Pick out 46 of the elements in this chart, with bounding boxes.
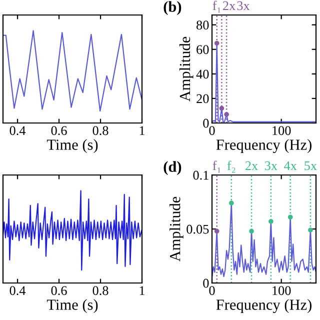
y-tick-label: 20 [196,94,209,104]
x-tick-label: 0 [209,126,215,136]
point [288,214,293,220]
ref-line-label: f₁ [212,160,220,173]
y-tick-label: 0.05 [186,224,209,234]
ref-line-label: 2x [246,161,258,170]
x-axis-title: Frequency (Hz) [216,139,312,154]
ref-line-label: f₂ [227,160,236,173]
y-axis-title: Amplitude [179,36,194,102]
x-tick-label: 0.8 [92,286,108,296]
point [229,200,234,206]
y-tick-label: 0 [203,118,209,128]
ref-line-label: f₁ [212,0,220,13]
ref-line-label: 2x [223,1,236,10]
y-tick-label: 0.1 [193,170,208,180]
x-tick-label: 1 [140,126,145,135]
point [214,228,220,234]
point [214,40,220,46]
ref-line-label: 4x [284,161,297,170]
x-axis-title: Time (s) [46,139,98,153]
x-tick-label: 0.8 [92,126,108,136]
x-tick-label: 0.6 [51,126,67,136]
y-tick-label: 60 [196,45,209,54]
y-tick-label: 40 [196,70,209,79]
ref-line-label: 3x [264,161,278,170]
x-tick-label: 0.4 [10,126,26,136]
y-axis-title: Amplitude [170,196,184,262]
point [268,219,274,224]
point [249,228,254,234]
ref-line-label: 3x [237,1,250,10]
x-tick-label: 100 [272,126,291,136]
x-axis-title: Time (s) [46,299,98,313]
x-tick-label: 0 [209,286,215,296]
point [224,112,229,117]
point [219,106,224,111]
chart-title: (d) [164,161,182,175]
x-axis-title: Frequency (Hz) [216,299,312,314]
chart-title: (b) [164,1,182,15]
x-tick-label: 0.4 [10,286,26,296]
y-tick-label: 0 [203,278,209,288]
y-tick-label: 80 [196,20,209,30]
point [308,228,313,232]
x-tick-label: 0.6 [51,286,67,296]
ref-line-label: 5x [304,161,317,170]
x-tick-label: 100 [272,286,291,296]
x-tick-label: 1 [140,286,145,295]
